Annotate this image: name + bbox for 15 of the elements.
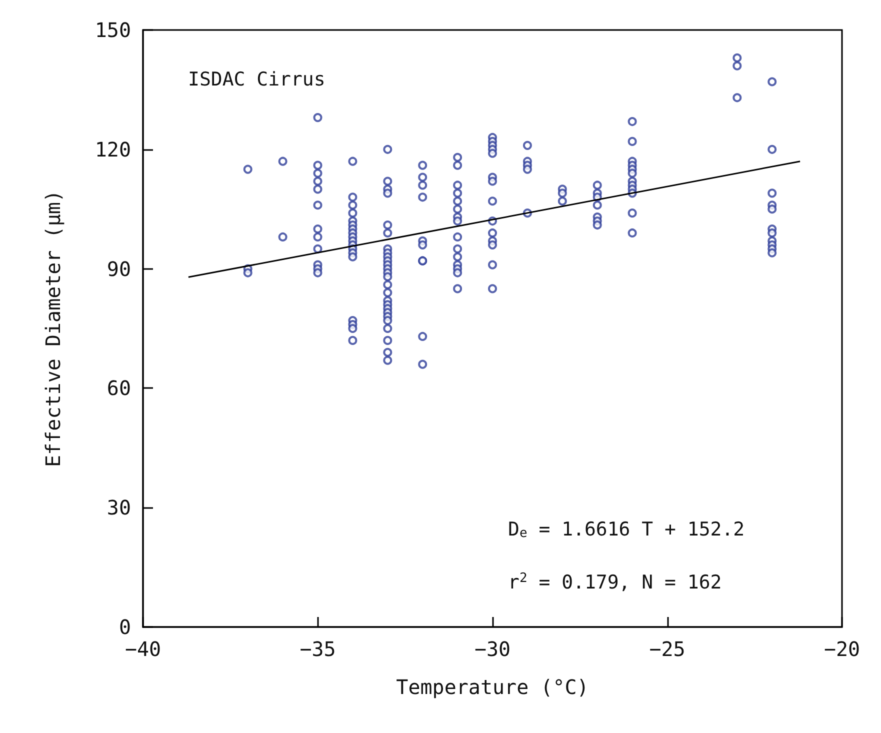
y-tick-label: 60	[106, 376, 131, 400]
y-tick-label: 0	[118, 615, 131, 639]
x-tick-label: −30	[474, 637, 511, 661]
y-tick-label: 120	[94, 137, 131, 162]
x-tick-label: −40	[124, 637, 162, 661]
y-axis-title: Effective Diameter (μm)	[41, 190, 65, 467]
x-tick-label: −20	[824, 637, 860, 661]
x-tick-label: −35	[300, 637, 336, 661]
annotation: De = 1.6616 T + 152.2	[508, 518, 745, 541]
annotation: ISDAC Cirrus	[188, 68, 326, 90]
x-axis-title: Temperature (°C)	[396, 675, 589, 699]
y-tick-label: 90	[106, 256, 131, 281]
x-tick-label: −25	[649, 637, 686, 661]
y-tick-label: 150	[94, 18, 131, 42]
y-tick-label: 30	[106, 496, 131, 520]
